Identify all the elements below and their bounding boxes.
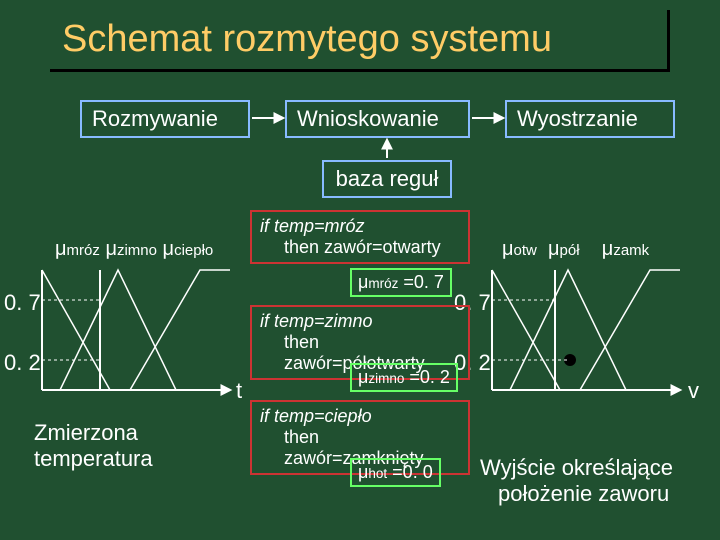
box-inference: Wnioskowanie [285, 100, 470, 138]
left-axis-label: t [236, 378, 242, 404]
box-defuzzification: Wyostrzanie [505, 100, 675, 138]
right-axis-label: v [688, 378, 699, 404]
right-caption: Wyjście określające położenie zaworu [480, 455, 673, 508]
right-mu-labels: μotw μpół μzamk [502, 238, 649, 261]
rule-2-output: μzimno =0. 2 [350, 363, 458, 392]
rule-3-output: μhot =0. 0 [350, 458, 441, 487]
rule-1-output: μmróz =0. 7 [350, 268, 452, 297]
slide-title: Schemat rozmytego systemu [50, 10, 670, 72]
left-caption: Zmierzona temperatura [34, 420, 153, 473]
box-fuzzification: Rozmywanie [80, 100, 250, 138]
left-mu-labels: μmróz μzimno μciepło [55, 238, 213, 261]
box-rule-base: baza reguł [322, 160, 452, 198]
left-ytick-0: 0. 7 [4, 290, 41, 316]
rule-1: if temp=mróz then zawór=otwarty [250, 210, 470, 264]
left-ytick-1: 0. 2 [4, 350, 41, 376]
